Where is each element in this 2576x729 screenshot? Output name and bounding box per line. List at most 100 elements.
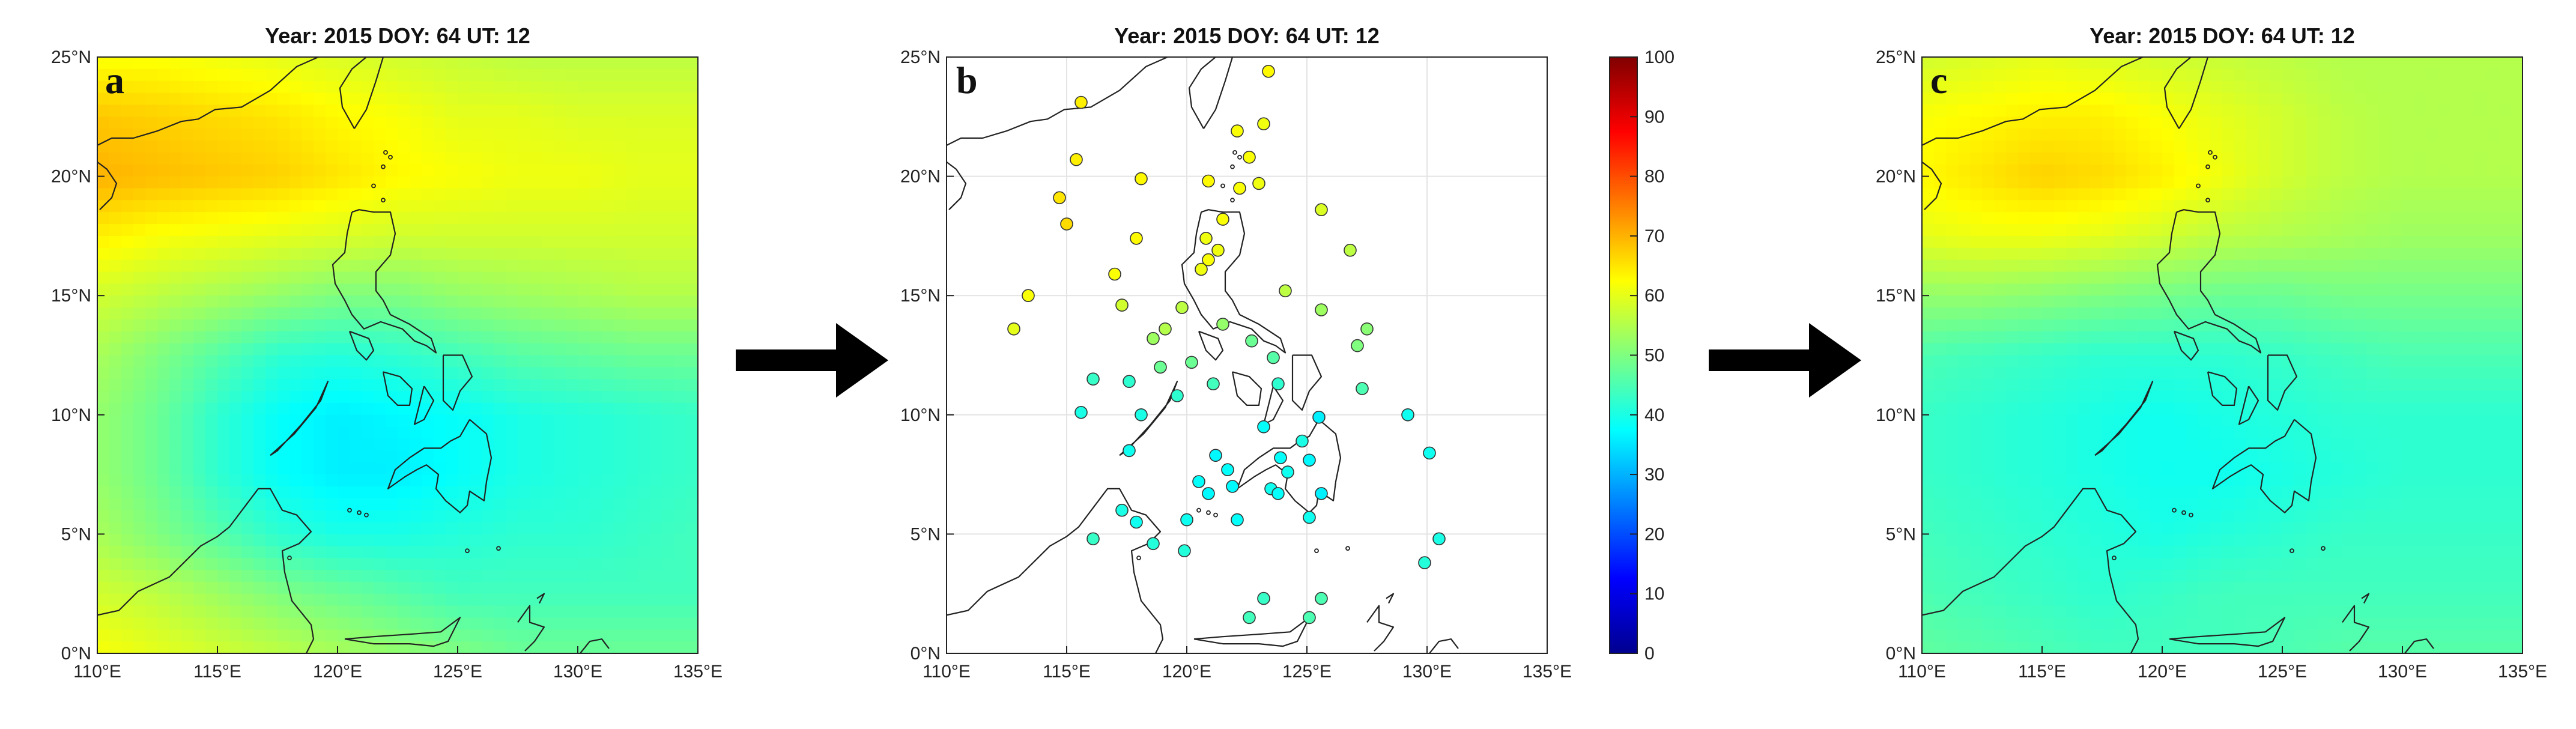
heatmap-cell	[302, 534, 314, 547]
heatmap-cell	[326, 569, 338, 582]
heatmap-cell	[241, 593, 254, 606]
heatmap-cell	[241, 569, 254, 582]
heatmap-cell	[2282, 104, 2295, 118]
heatmap-cell	[398, 176, 410, 189]
heatmap-cell	[518, 200, 530, 213]
heatmap-cell	[2330, 534, 2343, 547]
heatmap-cell	[2342, 212, 2355, 225]
heatmap-cell	[446, 426, 458, 440]
heatmap-cell	[362, 80, 374, 94]
heatmap-cell	[205, 247, 218, 261]
islet-outline	[1213, 512, 1218, 518]
heatmap-cell	[314, 57, 326, 70]
heatmap-cell	[326, 426, 338, 440]
heatmap-cell	[314, 104, 326, 118]
heatmap-cell	[374, 617, 386, 631]
heatmap-cell	[205, 271, 218, 285]
station-point	[1245, 334, 1258, 348]
heatmap-cell	[2450, 319, 2463, 332]
heatmap-cell	[458, 486, 470, 499]
heatmap-cell	[518, 486, 530, 499]
heatmap-cell	[362, 283, 374, 296]
heatmap-cell	[2042, 80, 2055, 94]
heatmap-cell	[217, 283, 230, 296]
heatmap-cell	[2078, 319, 2091, 332]
heatmap-cell	[590, 343, 602, 356]
heatmap-cell	[2318, 402, 2331, 416]
heatmap-cell	[2126, 391, 2139, 404]
heatmap-cell	[626, 462, 638, 475]
heatmap-cell	[2018, 307, 2031, 320]
heatmap-cell	[2030, 235, 2043, 249]
heatmap-cell	[2438, 141, 2451, 153]
heatmap-cell	[2006, 235, 2019, 249]
heatmap-cell	[253, 474, 266, 487]
heatmap-cell	[169, 450, 182, 464]
coastline-segment	[1366, 605, 1395, 652]
heatmap-cell	[602, 104, 614, 118]
heatmap-cell	[410, 593, 422, 606]
heatmap-cell	[422, 343, 434, 356]
heatmap-cell	[662, 510, 674, 523]
heatmap-cell	[2150, 200, 2163, 213]
heatmap-cell	[338, 235, 350, 249]
heatmap-cell	[626, 402, 638, 416]
heatmap-cell	[434, 605, 446, 619]
heatmap-cell	[566, 307, 578, 320]
heatmap-cell	[2018, 546, 2031, 558]
heatmap-cell	[2390, 129, 2403, 141]
heatmap-cell	[265, 474, 278, 487]
heatmap-cell	[2342, 247, 2355, 261]
heatmap-cell	[2066, 152, 2079, 165]
heatmap-cell	[2438, 546, 2451, 558]
heatmap-cell	[662, 629, 674, 642]
heatmap-cell	[470, 129, 482, 141]
heatmap-cell	[2210, 474, 2223, 487]
heatmap-cell	[193, 629, 206, 642]
heatmap-cell	[133, 486, 146, 499]
heatmap-cell	[2330, 379, 2343, 392]
station-point	[1207, 377, 1220, 391]
heatmap-cell	[530, 188, 542, 201]
heatmap-cell	[1946, 367, 1959, 380]
heatmap-cell	[578, 629, 590, 642]
heatmap-cell	[2318, 391, 2331, 404]
heatmap-cell	[686, 510, 698, 523]
heatmap-cell	[446, 188, 458, 201]
heatmap-cell	[518, 414, 530, 428]
heatmap-cell	[542, 510, 554, 523]
heatmap-cell	[626, 295, 638, 308]
heatmap-cell	[2450, 510, 2463, 523]
heatmap-cell	[674, 164, 686, 177]
heatmap-cell	[2474, 498, 2487, 511]
heatmap-cell	[2090, 92, 2103, 106]
heatmap-cell	[470, 271, 482, 285]
heatmap-cell	[169, 510, 182, 523]
heatmap-cell	[578, 57, 590, 70]
heatmap-cell	[1970, 402, 1983, 416]
heatmap-cell	[350, 367, 362, 380]
heatmap-cell	[350, 188, 362, 201]
heatmap-cell	[1934, 247, 1947, 261]
heatmap-cell	[482, 283, 494, 296]
heatmap-cell	[1994, 522, 2007, 535]
heatmap-cell	[626, 80, 638, 94]
heatmap-cell	[289, 581, 302, 594]
heatmap-cell	[2390, 450, 2403, 464]
heatmap-cell	[614, 558, 626, 570]
heatmap-cell	[2318, 152, 2331, 165]
heatmap-cell	[674, 200, 686, 213]
heatmap-cell	[398, 247, 410, 261]
colorbar-tick-label: 10	[1644, 584, 1664, 604]
heatmap-cell	[2222, 486, 2235, 499]
heatmap-cell	[2511, 534, 2523, 547]
heatmap-cell	[169, 522, 182, 535]
heatmap-cell	[2426, 522, 2439, 535]
heatmap-cell	[2330, 581, 2343, 594]
heatmap-cell	[410, 355, 422, 368]
heatmap-cell	[121, 319, 134, 332]
heatmap-cell	[2150, 129, 2163, 141]
station-point	[1356, 382, 1369, 395]
heatmap-cell	[121, 188, 134, 201]
heatmap-cell	[2270, 129, 2283, 141]
